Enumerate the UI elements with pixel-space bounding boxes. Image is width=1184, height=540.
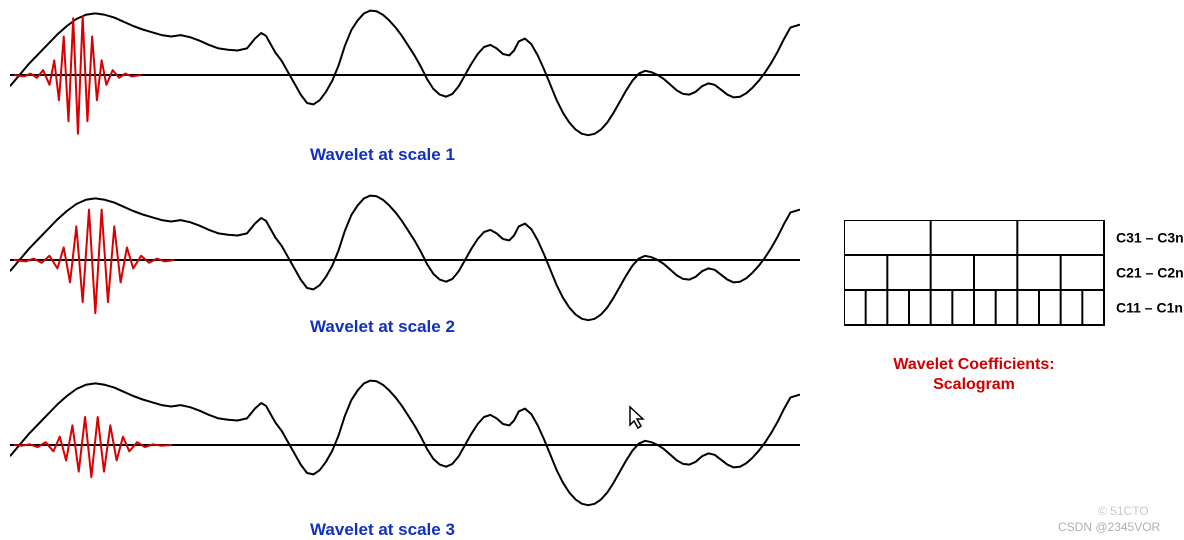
watermark: © 51CTO xyxy=(1098,504,1149,518)
signal-curve xyxy=(10,196,800,321)
scalogram-row-label: C31 – C3n xyxy=(1116,230,1184,246)
signal-panel-3 xyxy=(10,375,800,515)
scalogram-row-label: C21 – C2n xyxy=(1116,265,1184,281)
wavelet-curve xyxy=(14,210,174,314)
signal-panel-1 xyxy=(10,5,800,145)
scalogram: C31 – C3n C21 – C2n C11 – C1n Wavelet Coeff… xyxy=(844,220,1184,390)
scalogram-title: Wavelet Coefficients:Scalogram xyxy=(844,355,1104,395)
scalogram-title-line: Wavelet Coefficients: xyxy=(844,355,1104,375)
signal-curve xyxy=(10,381,800,506)
panel-caption-2: Wavelet at scale 2 xyxy=(310,317,455,337)
signal-curve xyxy=(10,11,800,136)
scalogram-title-line: Scalogram xyxy=(844,375,1104,395)
panel-caption-1: Wavelet at scale 1 xyxy=(310,145,455,165)
signal-panel-2 xyxy=(10,190,800,330)
cursor-icon xyxy=(628,405,648,429)
watermark: CSDN @2345VOR xyxy=(1058,520,1160,534)
panel-caption-3: Wavelet at scale 3 xyxy=(310,520,455,540)
scalogram-row-label: C11 – C1n xyxy=(1116,300,1183,316)
